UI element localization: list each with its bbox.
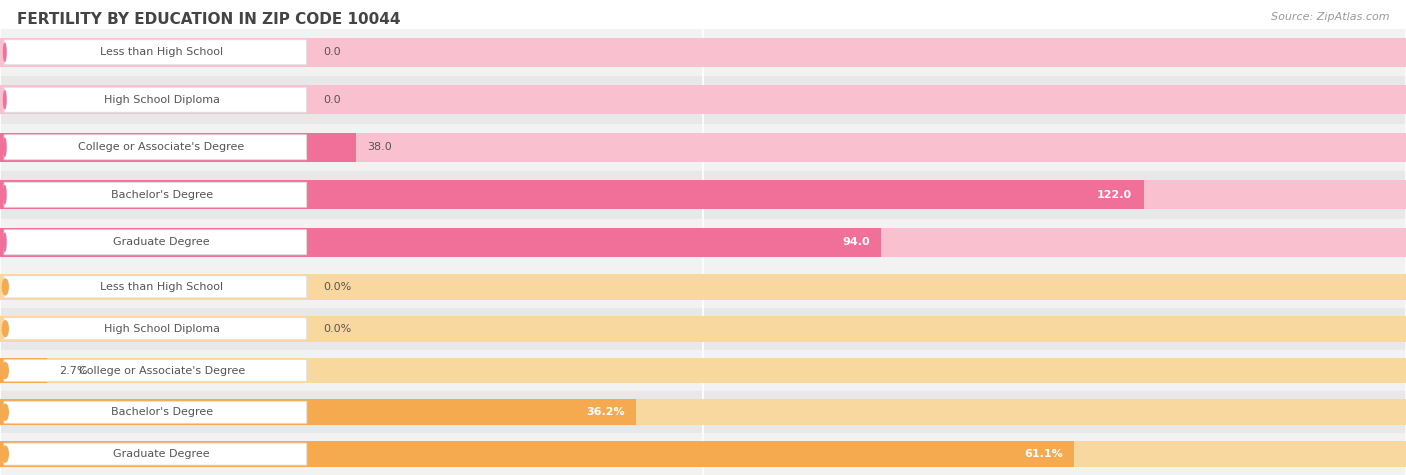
FancyBboxPatch shape bbox=[4, 87, 307, 112]
Text: 0.0%: 0.0% bbox=[323, 282, 352, 292]
Bar bbox=[0, 76, 1406, 124]
Bar bbox=[0, 358, 48, 383]
Bar bbox=[0, 171, 1406, 218]
FancyBboxPatch shape bbox=[4, 401, 307, 423]
FancyBboxPatch shape bbox=[4, 230, 307, 255]
Bar bbox=[0, 180, 1143, 209]
FancyBboxPatch shape bbox=[4, 135, 307, 160]
Bar bbox=[0, 133, 1406, 162]
Text: College or Associate's Degree: College or Associate's Degree bbox=[79, 142, 245, 152]
Circle shape bbox=[1, 320, 8, 337]
Circle shape bbox=[1, 362, 8, 379]
Circle shape bbox=[3, 90, 7, 110]
Circle shape bbox=[1, 278, 8, 295]
Circle shape bbox=[3, 42, 7, 62]
FancyBboxPatch shape bbox=[4, 443, 307, 465]
Bar bbox=[0, 38, 1406, 67]
Text: Bachelor's Degree: Bachelor's Degree bbox=[111, 190, 212, 200]
Circle shape bbox=[3, 137, 7, 157]
Bar bbox=[0, 433, 1406, 475]
Text: Source: ZipAtlas.com: Source: ZipAtlas.com bbox=[1271, 12, 1389, 22]
Text: Less than High School: Less than High School bbox=[100, 282, 224, 292]
Bar bbox=[0, 399, 637, 425]
Text: 61.1%: 61.1% bbox=[1024, 449, 1063, 459]
Bar bbox=[0, 124, 1406, 171]
Bar bbox=[0, 308, 1406, 350]
FancyBboxPatch shape bbox=[4, 40, 307, 65]
Text: High School Diploma: High School Diploma bbox=[104, 323, 219, 334]
Text: Graduate Degree: Graduate Degree bbox=[114, 237, 209, 247]
Circle shape bbox=[3, 185, 7, 205]
Text: 0.0: 0.0 bbox=[323, 47, 342, 57]
Bar bbox=[0, 399, 1406, 425]
Bar bbox=[0, 350, 1406, 391]
Bar bbox=[0, 218, 1406, 266]
FancyBboxPatch shape bbox=[4, 318, 307, 340]
Text: 2.7%: 2.7% bbox=[59, 365, 87, 376]
FancyBboxPatch shape bbox=[4, 276, 307, 298]
Text: 0.0: 0.0 bbox=[323, 95, 342, 105]
Bar bbox=[0, 85, 1406, 114]
Bar bbox=[0, 358, 1406, 383]
Bar bbox=[0, 266, 1406, 308]
Text: 122.0: 122.0 bbox=[1097, 190, 1132, 200]
Bar bbox=[0, 180, 1406, 209]
Circle shape bbox=[3, 232, 7, 252]
Bar bbox=[0, 391, 1406, 433]
Bar bbox=[0, 316, 1406, 342]
Text: FERTILITY BY EDUCATION IN ZIP CODE 10044: FERTILITY BY EDUCATION IN ZIP CODE 10044 bbox=[17, 12, 401, 27]
Text: High School Diploma: High School Diploma bbox=[104, 95, 219, 105]
Bar bbox=[0, 441, 1074, 467]
Bar bbox=[0, 441, 1406, 467]
Text: Graduate Degree: Graduate Degree bbox=[114, 449, 209, 459]
Text: 36.2%: 36.2% bbox=[586, 407, 624, 418]
Bar bbox=[0, 274, 1406, 300]
Circle shape bbox=[1, 404, 8, 421]
Bar bbox=[0, 228, 1406, 257]
Circle shape bbox=[1, 446, 8, 463]
Bar bbox=[0, 28, 1406, 76]
Text: Less than High School: Less than High School bbox=[100, 47, 224, 57]
FancyBboxPatch shape bbox=[4, 360, 307, 381]
FancyBboxPatch shape bbox=[4, 182, 307, 207]
Bar bbox=[0, 228, 882, 257]
Text: Bachelor's Degree: Bachelor's Degree bbox=[111, 407, 212, 418]
Text: 0.0%: 0.0% bbox=[323, 323, 352, 334]
Text: 38.0: 38.0 bbox=[367, 142, 392, 152]
Bar bbox=[0, 133, 356, 162]
Text: College or Associate's Degree: College or Associate's Degree bbox=[79, 365, 245, 376]
Text: 94.0: 94.0 bbox=[842, 237, 870, 247]
